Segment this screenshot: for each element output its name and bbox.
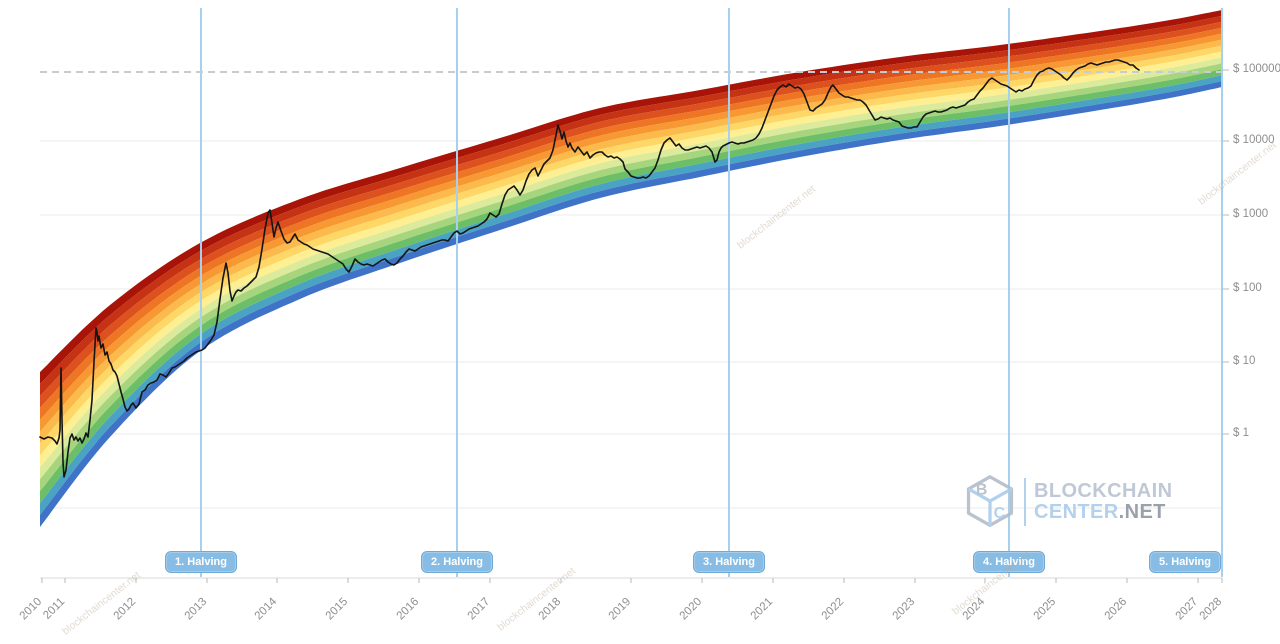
rainbow-bands	[40, 10, 1222, 527]
btc-price-line	[39, 59, 1140, 478]
logo-separator	[1024, 478, 1026, 526]
rainbow-band-12	[40, 75, 1222, 516]
halving-badge-4: 4. Halving	[973, 551, 1045, 573]
logo-word-center: CENTER	[1034, 501, 1119, 523]
rainbow-band-13	[40, 81, 1222, 527]
y-axis-label: $ 1	[1233, 427, 1249, 439]
logo-word-net: .NET	[1118, 501, 1166, 523]
halving-badge-5: 5. Halving	[1149, 551, 1221, 573]
y-axis-label: $ 10	[1233, 355, 1256, 367]
btc-price-polyline	[39, 59, 1140, 478]
halving-badge-3: 3. Halving	[693, 551, 765, 573]
logo-word-blockchain: BLOCKCHAIN	[1034, 480, 1173, 502]
y-axis-label: $ 1000	[1233, 208, 1269, 220]
rainbow-band-11	[40, 69, 1222, 504]
axis-lines-and-ticks	[40, 69, 1229, 583]
y-axis-label: $ 100000	[1233, 63, 1280, 75]
y-axis-label: $ 10000	[1233, 134, 1275, 146]
y-axis-label: $ 100	[1233, 282, 1262, 294]
svg-text:B: B	[976, 482, 987, 499]
blockchaincenter-cube-icon: B C	[966, 475, 1014, 527]
halving-badge-1: 1. Halving	[165, 551, 237, 573]
halving-lines	[200, 8, 1223, 577]
halving-badge-2: 2. Halving	[421, 551, 493, 573]
svg-text:C: C	[994, 505, 1006, 522]
blockchaincenter-logo: B C BLOCKCHAIN CENTER.NET	[962, 473, 1172, 531]
